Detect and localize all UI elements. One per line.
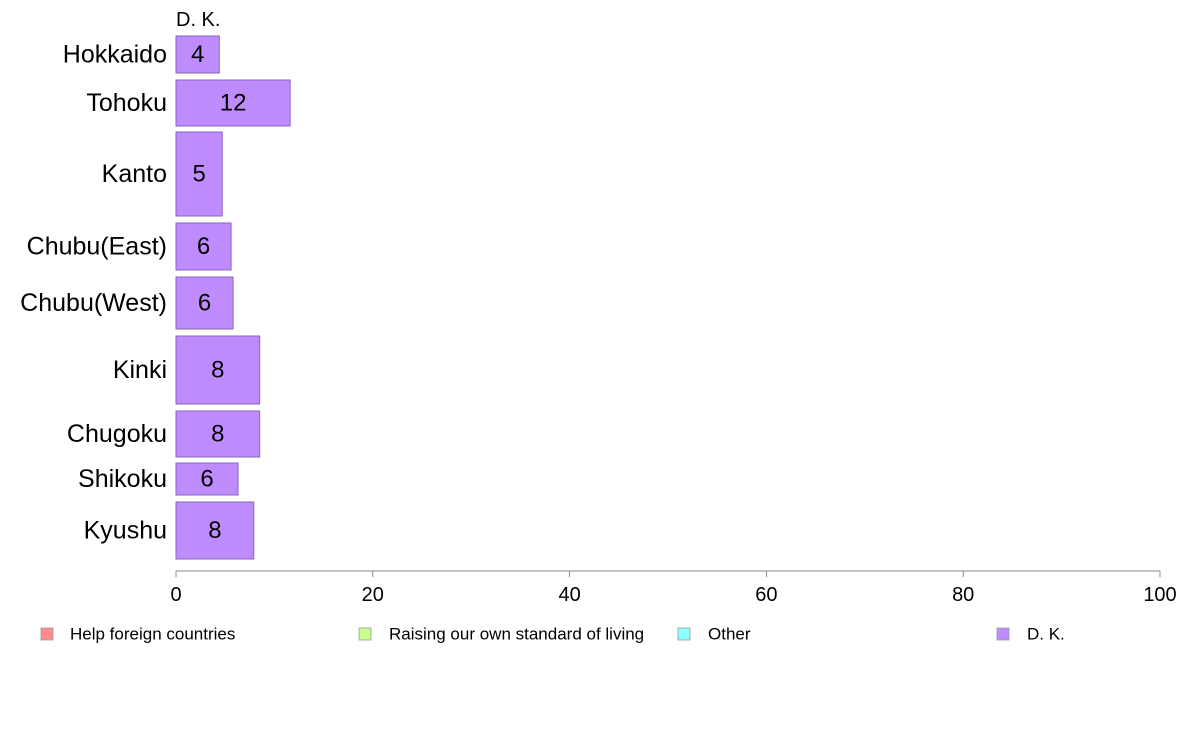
bars-group: Hokkaido 4 Tohoku 12 Kanto 5 Chubu(East) 6 Chubu… (20, 35, 291, 560)
category-label: Shikoku (78, 465, 167, 493)
bar-value-label: 6 (198, 290, 211, 317)
category-label: Hokkaido (63, 41, 167, 69)
category-label: Kinki (113, 356, 167, 384)
panel-label: D. K. (176, 9, 220, 31)
legend-swatch-d-k (996, 627, 1010, 641)
x-tick-label: 40 (558, 584, 580, 606)
legend-label-raising-our-own-standard-of-living: Raising our own standard of living (389, 625, 644, 644)
legend-swatch-raising-our-own-standard-of-living (358, 627, 372, 641)
bar-chubu-west- (175, 276, 234, 330)
x-tick-label: 100 (1143, 584, 1176, 606)
legend-swatch-help-foreign-countries (40, 627, 54, 641)
bar-tohoku (175, 79, 291, 127)
bar-chugoku (175, 410, 261, 458)
legend-label-other: Other (708, 625, 751, 644)
bar-kanto (175, 131, 223, 217)
x-tick-label: 60 (755, 584, 777, 606)
legend: Help foreign countries Raising our own st… (40, 625, 1065, 644)
x-axis: 0 20 40 60 80 100 (170, 570, 1177, 606)
category-label: Chubu(West) (20, 289, 167, 317)
x-tick-label: 80 (952, 584, 974, 606)
bar-value-label: 5 (192, 161, 205, 188)
bar-value-label: 6 (200, 466, 213, 493)
legend-label-help-foreign-countries: Help foreign countries (70, 625, 235, 644)
bar-value-label: 8 (208, 517, 221, 544)
bar-hokkaido (175, 35, 220, 74)
category-label: Chugoku (67, 420, 167, 448)
bar-value-label: 8 (211, 357, 224, 384)
bar-kinki (175, 335, 261, 405)
bar-value-label: 12 (220, 90, 247, 117)
bar-shikoku (175, 462, 239, 496)
legend-swatch-other (677, 627, 691, 641)
bar-chubu-east- (175, 222, 232, 271)
bar-value-label: 6 (197, 233, 210, 260)
x-tick-label: 0 (170, 584, 181, 606)
bar-kyushu (175, 501, 255, 560)
x-tick-label: 20 (362, 584, 384, 606)
bar-value-label: 8 (211, 421, 224, 448)
category-label: Kyushu (84, 517, 167, 545)
legend-label-d-k: D. K. (1027, 625, 1065, 644)
bar-value-label: 4 (191, 41, 204, 68)
category-label: Kanto (102, 160, 167, 188)
category-label: Chubu(East) (27, 233, 167, 261)
category-label: Tohoku (86, 89, 167, 117)
